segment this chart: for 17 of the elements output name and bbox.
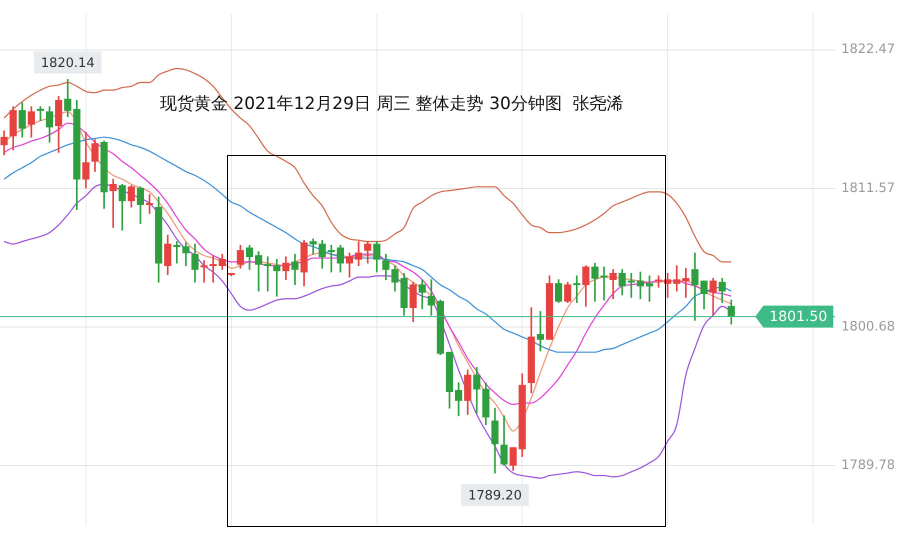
candlestick [654,276,662,288]
line-series [3,136,732,353]
candlestick [146,194,154,214]
annotation: 1789.20 [468,488,522,504]
y-tick-label: 1800.68 [841,319,896,334]
candlestick [36,106,44,121]
candlestick [691,252,699,321]
line-series [3,68,732,262]
text: 现货黄金 2021年12月29日 周三 整体走势 30分钟图 张尧浠 [160,93,624,115]
y-tick-label: 1811.57 [841,180,896,196]
ref-line-label: 1801.50 [769,309,828,326]
y-tick-label: 1789.78 [841,458,896,474]
y-tick-label: 1822.47 [841,42,896,58]
candlestick [200,260,208,283]
candlestick [600,266,608,300]
annotation: 1820.14 [40,56,95,71]
candlestick [646,276,654,302]
